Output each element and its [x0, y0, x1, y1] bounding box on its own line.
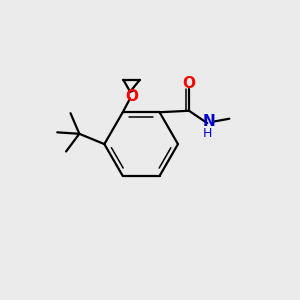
- Text: H: H: [203, 127, 212, 140]
- Text: N: N: [202, 114, 215, 129]
- Text: O: O: [125, 88, 138, 104]
- Text: O: O: [182, 76, 196, 91]
